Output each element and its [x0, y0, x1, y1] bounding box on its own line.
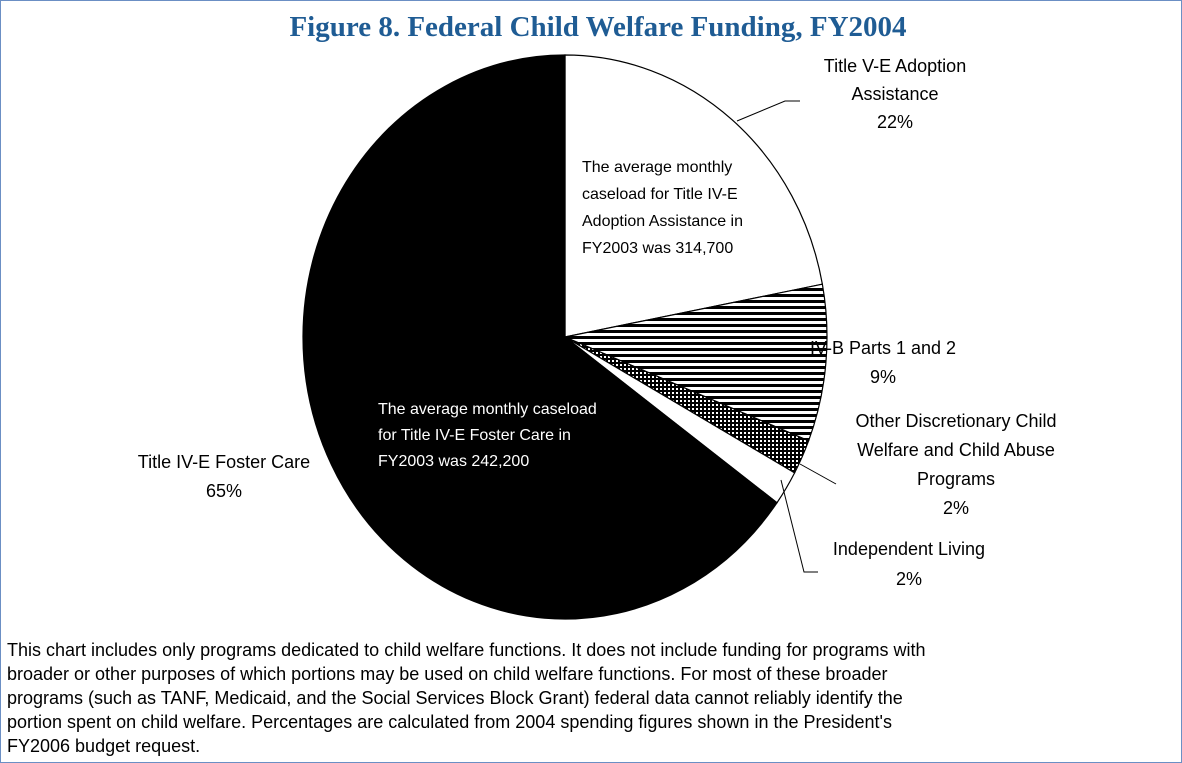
slice-label-line: Welfare and Child Abuse	[857, 440, 1055, 460]
slice-label: Other Discretionary Child Welfare and Chi…	[855, 411, 1056, 489]
annotation: for Title IV-E Foster Care in	[378, 427, 571, 444]
slice-label-line: Programs	[917, 469, 995, 489]
pie-slice	[302, 54, 778, 620]
annotation: The average monthly	[582, 159, 732, 176]
value-label: 2%	[943, 498, 969, 518]
slice-label: IV-B Parts 1 and 2	[810, 338, 956, 358]
leader-line	[780, 479, 818, 573]
footnote: broader or other purposes of which porti…	[7, 664, 887, 684]
pie-slice	[564, 54, 824, 338]
footnote: portion spent on child welfare. Percenta…	[7, 712, 892, 732]
leader-line	[736, 100, 800, 122]
slice-label: Title V-E Adoption Assistance	[824, 56, 966, 104]
annotation: FY2003 was 314,700	[582, 240, 733, 257]
chart-title: Figure 8. Federal Child Welfare Funding,…	[289, 11, 906, 43]
slice-label-line: Independent Living	[833, 539, 985, 559]
value-label: 2%	[896, 569, 922, 589]
slice-label: Title IV-E Foster Care	[138, 452, 310, 472]
annotation: caseload for Title IV-E	[582, 186, 738, 203]
annotation: FY2003 was 242,200	[378, 453, 529, 470]
footnote: This chart includes only programs dedica…	[7, 640, 925, 660]
annotation: The average monthly caseload	[378, 401, 597, 418]
value-label: 65%	[206, 481, 242, 501]
slice-label: Independent Living	[833, 539, 985, 559]
slice-label-line: IV-B Parts 1 and 2	[810, 338, 956, 358]
slice-label-line: Other Discretionary Child	[855, 411, 1056, 431]
slice-label-line: Title IV-E Foster Care	[138, 452, 310, 472]
slice-label-line: Assistance	[851, 84, 938, 104]
value-label: 9%	[870, 367, 896, 387]
value-label: 22%	[877, 112, 913, 132]
leader-line	[799, 463, 837, 485]
footnote: programs (such as TANF, Medicaid, and th…	[7, 688, 903, 708]
annotation: Adoption Assistance in	[582, 213, 743, 230]
footnote: FY2006 budget request.	[7, 736, 200, 756]
pie-slice	[562, 283, 828, 442]
slice-label-line: Title V-E Adoption	[824, 56, 966, 76]
